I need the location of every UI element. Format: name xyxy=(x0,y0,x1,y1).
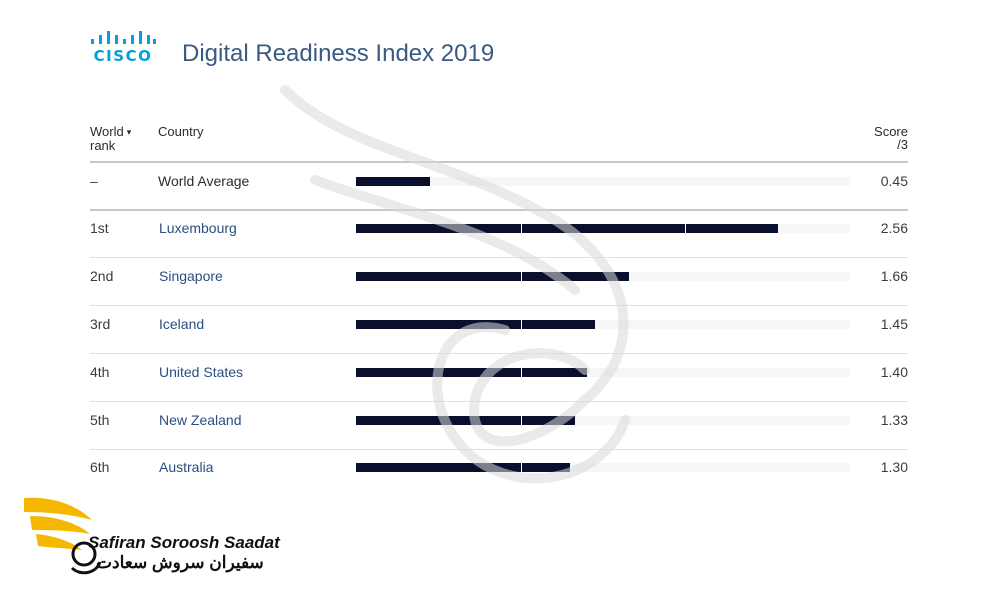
bar-segment-divider xyxy=(685,224,686,233)
rank-cell: 3rd xyxy=(90,316,110,332)
cisco-bars-icon xyxy=(90,30,156,46)
score-bar xyxy=(356,320,595,329)
country-link[interactable]: Singapore xyxy=(159,268,223,284)
rank-header-line1: World xyxy=(90,124,124,139)
score-bar xyxy=(356,272,629,281)
bar-segment-divider xyxy=(521,416,522,425)
caret-down-icon: ▾ xyxy=(127,127,132,137)
score-value: 2.56 xyxy=(881,220,908,236)
header-divider xyxy=(90,161,908,163)
row-divider xyxy=(90,353,908,354)
row-divider xyxy=(90,305,908,306)
score-value: 1.33 xyxy=(881,412,908,428)
score-bar xyxy=(356,416,575,425)
country-column-header: Country xyxy=(158,125,204,138)
score-bar xyxy=(356,224,778,233)
score-bar xyxy=(356,368,587,377)
bar-segment-divider xyxy=(521,224,522,233)
watermark-swirl-icon xyxy=(255,70,675,510)
page-title: Digital Readiness Index 2019 xyxy=(182,40,494,68)
score-value: 1.66 xyxy=(881,268,908,284)
score-value: 1.40 xyxy=(881,364,908,380)
bar-track xyxy=(356,463,850,472)
row-divider xyxy=(90,209,908,211)
brand-name-persian: سفیران سروش سعادت xyxy=(96,553,264,573)
bar-track xyxy=(356,224,850,233)
score-header-line2: /3 xyxy=(897,137,908,152)
score-value: 1.45 xyxy=(881,316,908,332)
rank-cell: 2nd xyxy=(90,268,113,284)
rank-cell: 1st xyxy=(90,220,109,236)
bar-track xyxy=(356,177,850,186)
row-divider xyxy=(90,401,908,402)
row-divider xyxy=(90,449,908,450)
row-divider xyxy=(90,257,908,258)
country-link[interactable]: Australia xyxy=(159,459,213,475)
country-link[interactable]: Iceland xyxy=(159,316,204,332)
bar-track xyxy=(356,320,850,329)
bar-segment-divider xyxy=(521,463,522,472)
score-value: 1.30 xyxy=(881,459,908,475)
rank-cell: 5th xyxy=(90,412,109,428)
rank-cell: 4th xyxy=(90,364,109,380)
brand-name-english: Safiran Soroosh Saadat xyxy=(88,533,280,553)
cisco-wordmark: CISCO xyxy=(90,47,156,65)
score-column-header: Score /3 xyxy=(874,125,908,151)
bar-segment-divider xyxy=(521,368,522,377)
rank-column-header[interactable]: World ▾ rank xyxy=(90,125,150,152)
bar-segment-divider xyxy=(521,272,522,281)
score-bar xyxy=(356,177,430,186)
bar-track xyxy=(356,368,850,377)
bar-track xyxy=(356,272,850,281)
country-link[interactable]: Luxembourg xyxy=(159,220,237,236)
rank-cell: – xyxy=(90,173,98,189)
world-average-label: World Average xyxy=(158,173,249,189)
rank-cell: 6th xyxy=(90,459,109,475)
rank-header-line2: rank xyxy=(90,138,115,153)
bar-segment-divider xyxy=(521,320,522,329)
cisco-logo: CISCO xyxy=(90,30,156,66)
score-value: 0.45 xyxy=(881,173,908,189)
country-link[interactable]: New Zealand xyxy=(159,412,242,428)
country-link[interactable]: United States xyxy=(159,364,243,380)
bar-track xyxy=(356,416,850,425)
score-bar xyxy=(356,463,570,472)
